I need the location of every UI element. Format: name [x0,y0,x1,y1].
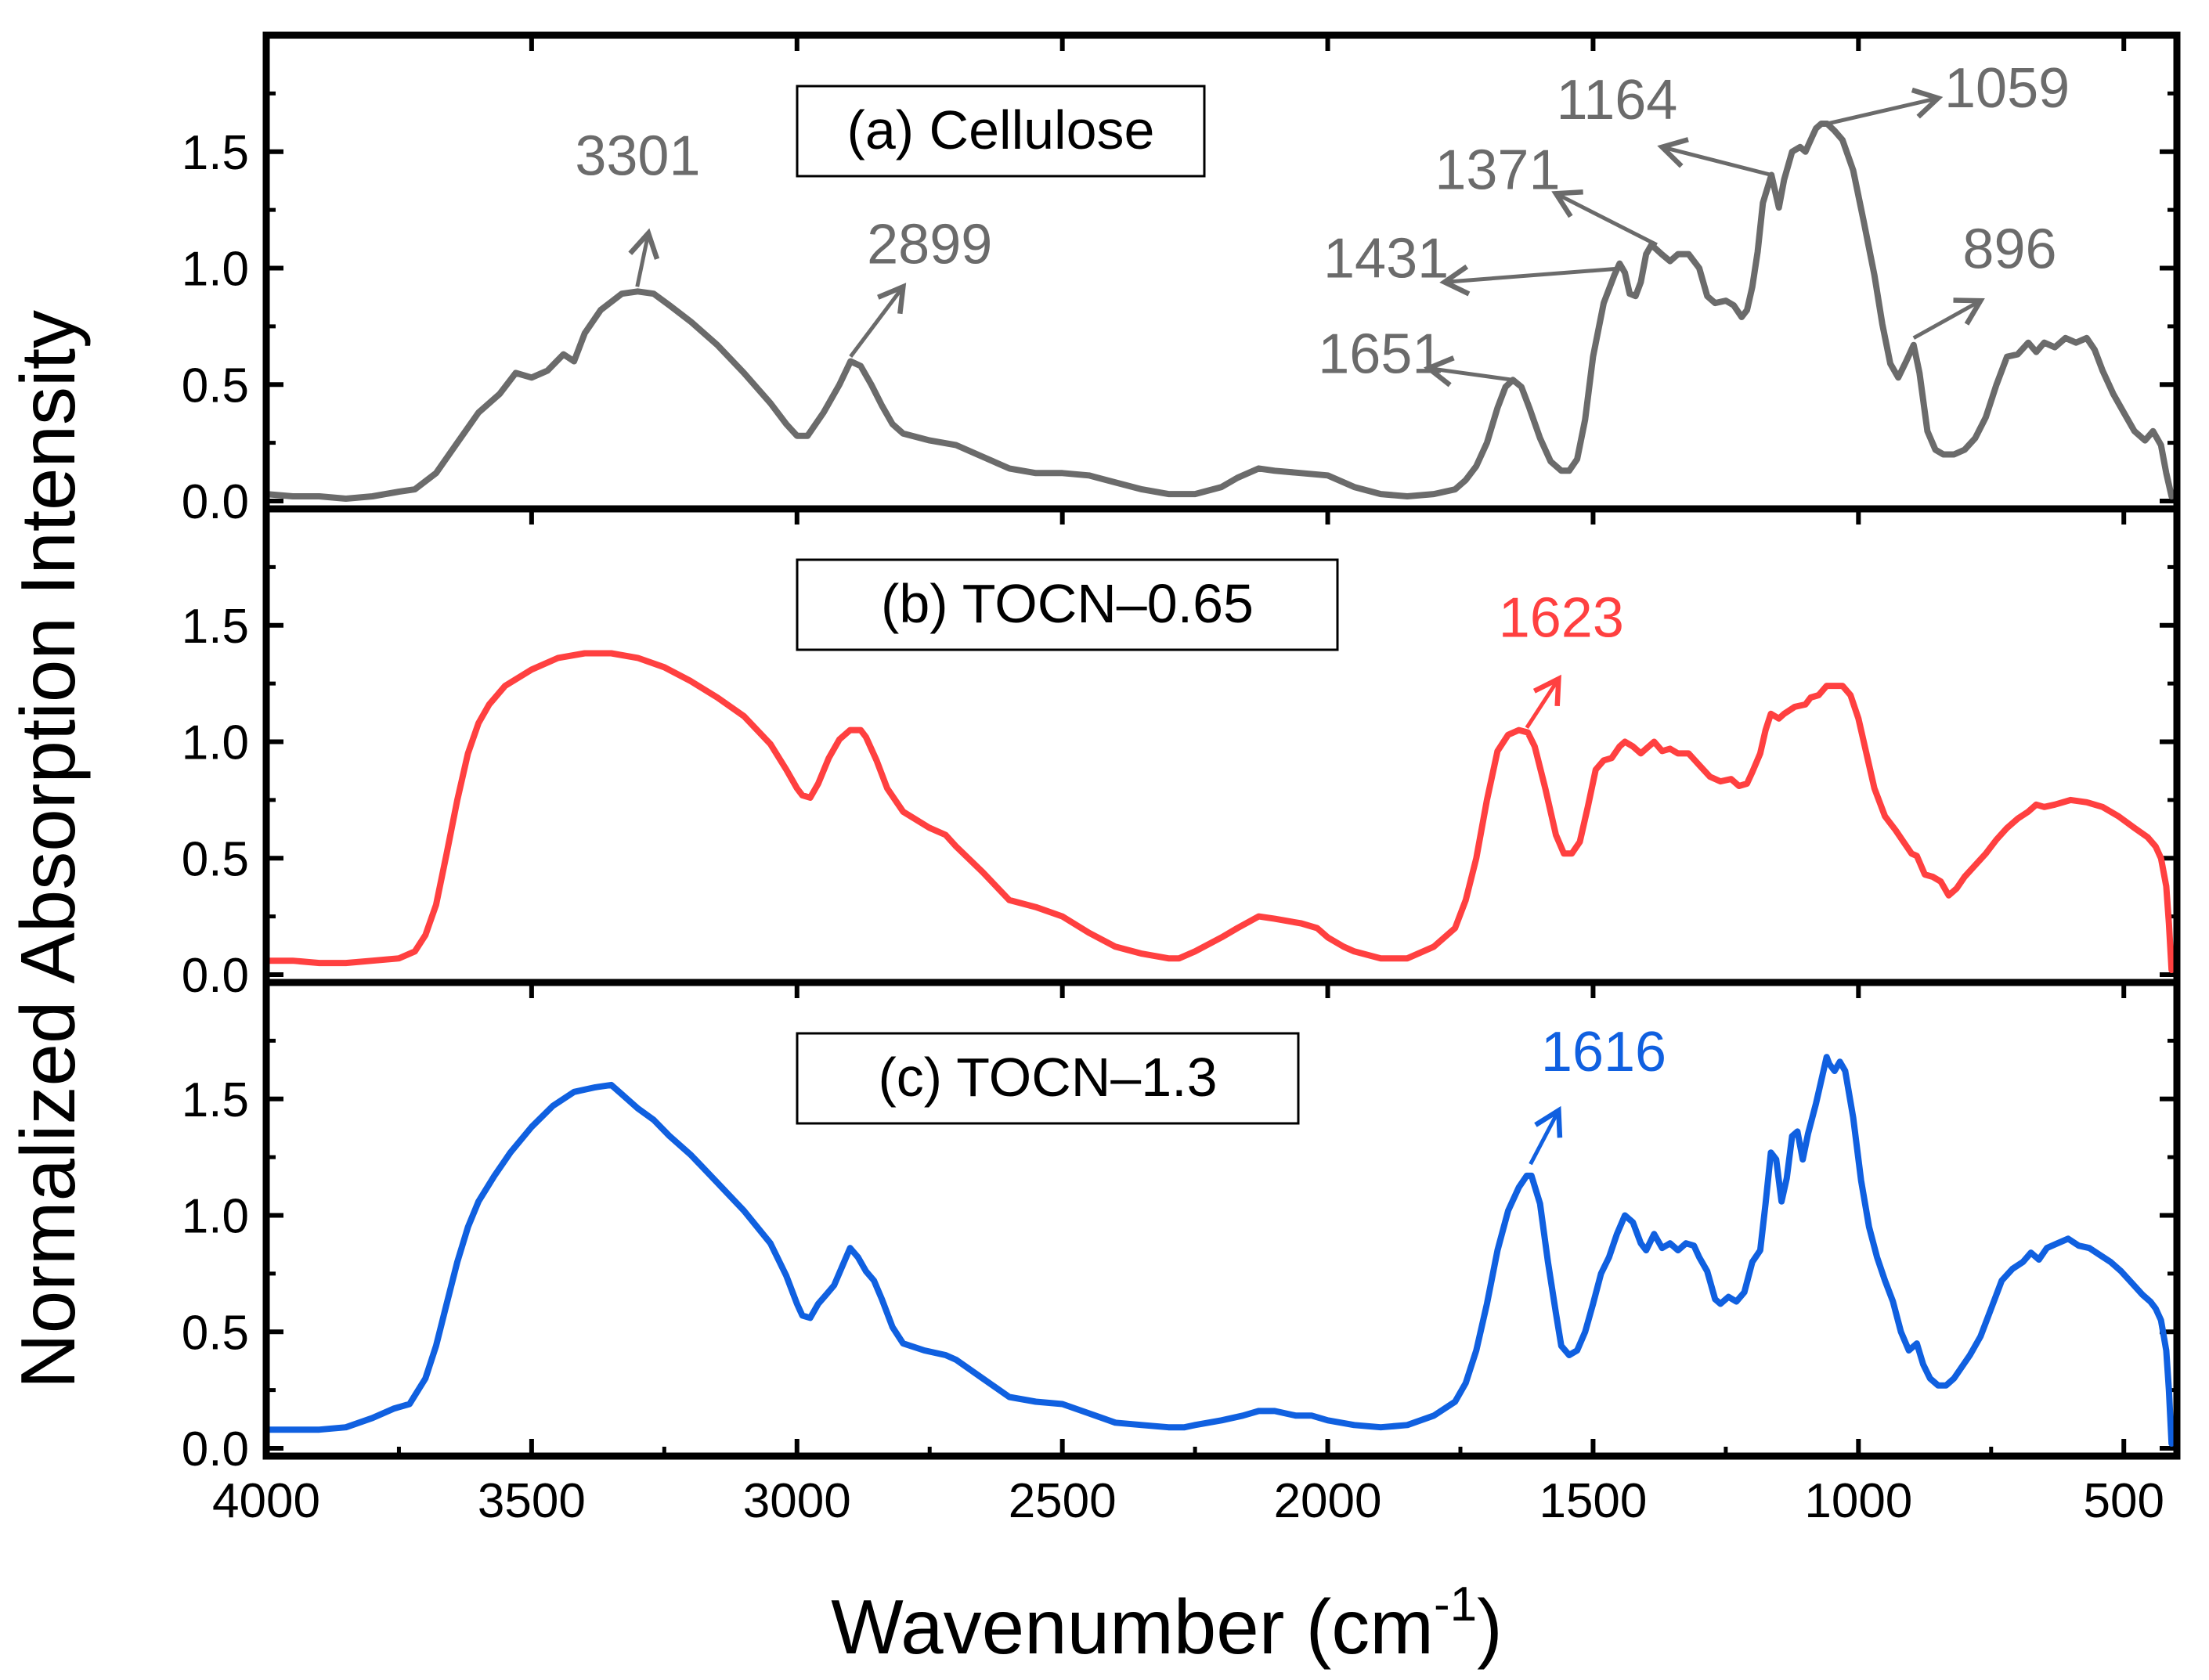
x-tick-label: 1500 [1539,1474,1647,1528]
peak-arrow [1529,1105,1563,1166]
y-tick-label: 0.0 [182,475,249,529]
x-tick-label: 1000 [1804,1474,1912,1528]
peak-label: 1623 [1499,587,1624,650]
peak-arrow [1657,137,1772,177]
peak-label: 2899 [867,214,992,276]
y-tick-label: 0.0 [182,1422,249,1476]
peak-arrow [1551,189,1658,247]
peak-label: 1651 [1318,323,1443,385]
x-axis-title-close: ) [1477,1584,1503,1670]
panels-group: 0.0 0.5 1.0 1.5 3301 2899 1651 1431 1371 1164 1059… [182,31,2181,1476]
x-tick-label: 3000 [743,1474,851,1528]
y-tick-label: 1.0 [182,716,249,770]
series-line-tocn-0-65 [263,650,2175,973]
x-tick-label: 3500 [478,1474,586,1528]
x-axis-title-superscript: -1 [1434,1577,1477,1631]
y-axis-title: Normalized Absorption Intensity [5,310,91,1389]
y-tick-label: 1.0 [182,1190,249,1244]
panel-label: (a) Cellulose [847,99,1155,160]
y-tick-label: 0.5 [182,832,249,886]
y-tick-label: 1.5 [182,126,249,180]
panel-label-box [796,85,1206,178]
y-tick-label: 0.5 [182,1306,249,1360]
y-tick-label: 1.5 [182,1073,249,1127]
x-tick-label: 4000 [212,1474,320,1528]
peak-arrow [849,283,907,359]
y-tick-label: 0.5 [182,359,249,413]
y-tick-label: 0.0 [182,949,249,1003]
x-tick-label: 2000 [1274,1474,1382,1528]
peak-label: 1164 [1557,69,1678,132]
peak-label: 3301 [575,125,700,188]
peak-label: 1431 [1323,227,1449,290]
peak-arrow [1912,297,1985,340]
peak-arrow [628,228,660,287]
x-tick-label: 500 [2083,1474,2164,1528]
panel-label-box [796,1032,1300,1125]
peak-arrow [1826,87,1944,126]
y-tick-label: 1.0 [182,243,249,297]
panel-label-box [796,558,1339,651]
peak-arrow [1439,264,1626,297]
x-tick-label: 2500 [1009,1474,1117,1528]
panel-frame [262,979,2181,1460]
x-axis-title: Wavenumber (cm-1) [831,1577,1502,1670]
panel-label: (c) TOCN–1.3 [878,1047,1217,1108]
peak-arrow [1423,355,1514,388]
panel-cellulose: 0.0 0.5 1.0 1.5 3301 2899 1651 1431 1371 1164 1059… [182,31,2181,529]
peak-label: 1371 [1435,139,1560,201]
panel-tocn-0-65: 0.0 0.5 1.0 1.5 1623 (b) TOCN–0.65 [182,505,2181,1003]
x-axis-title-main: Wavenumber (cm [831,1584,1434,1670]
x-axis: 4000 3500 3000 2500 2000 1500 1000 500 [212,1439,2164,1528]
panel-label: (b) TOCN–0.65 [881,573,1254,634]
peak-label: 1616 [1541,1021,1666,1083]
peak-arrow [1525,674,1561,730]
y-tick-label: 1.5 [182,600,249,654]
peak-label: 896 [1962,218,2056,281]
peak-label: 1059 [1944,57,2070,120]
series-line-tocn-1-3 [263,1054,2175,1447]
series-line-cellulose [263,121,2175,502]
panel-tocn-1-3: 0.0 0.5 1.0 1.5 1616 (c) TOCN–1.3 [182,979,2181,1476]
